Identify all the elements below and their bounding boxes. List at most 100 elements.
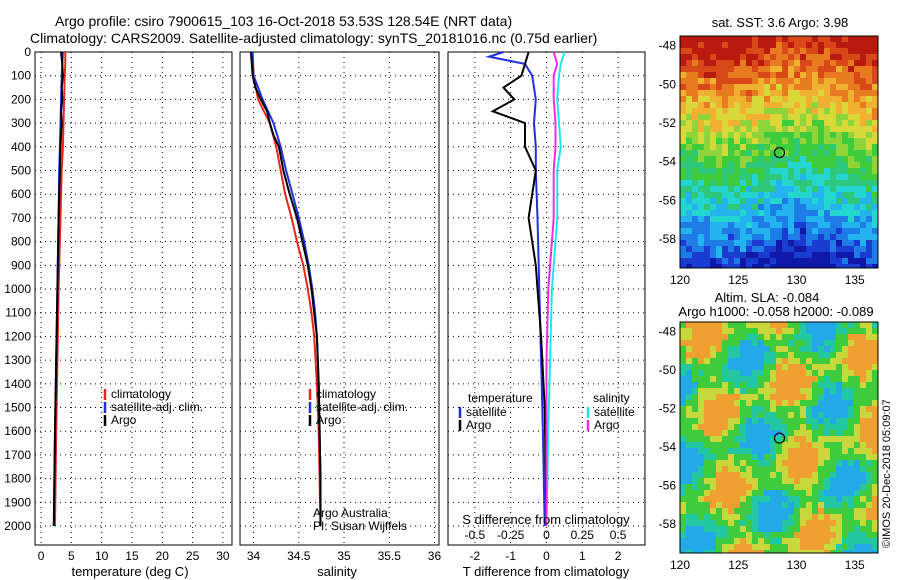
map-cell xyxy=(812,120,818,126)
map-cell xyxy=(830,406,836,412)
sst-map-title: sat. SST: 3.6 Argo: 3.98 xyxy=(712,15,849,30)
map-cell xyxy=(728,484,734,490)
map-cell xyxy=(782,358,788,364)
map-cell xyxy=(692,520,698,526)
map-cell xyxy=(770,484,776,490)
map-cell xyxy=(752,406,758,412)
map-cell xyxy=(770,388,776,394)
map-cell xyxy=(692,156,698,162)
map-cell xyxy=(716,502,722,508)
map-cell xyxy=(764,264,770,268)
map-cell xyxy=(812,370,818,376)
map-cell xyxy=(800,102,806,108)
map-cell xyxy=(806,240,812,246)
map-cell xyxy=(722,252,728,258)
map-cell xyxy=(866,334,872,340)
map-cell xyxy=(866,102,872,108)
map-cell xyxy=(692,222,698,228)
map-cell xyxy=(824,180,830,186)
map-cell xyxy=(806,144,812,150)
map-cell xyxy=(836,478,842,484)
map-cell xyxy=(770,352,776,358)
map-cell xyxy=(758,168,764,174)
map-cell xyxy=(758,490,764,496)
map-cell xyxy=(782,370,788,376)
map-cell xyxy=(680,538,686,544)
map-cell xyxy=(692,454,698,460)
map-cell xyxy=(836,472,842,478)
map-cell xyxy=(740,90,746,96)
map-cell xyxy=(860,460,866,466)
map-cell xyxy=(788,126,794,132)
map-cell xyxy=(866,340,872,346)
map-cell xyxy=(860,412,866,418)
map-cell xyxy=(722,382,728,388)
map-cell xyxy=(830,156,836,162)
map-cell xyxy=(782,96,788,102)
map-cell xyxy=(794,180,800,186)
map-cell xyxy=(758,36,764,42)
map-cell xyxy=(752,210,758,216)
map-cell xyxy=(782,162,788,168)
map-cell xyxy=(842,466,848,472)
map-cell xyxy=(836,526,842,532)
map-cell xyxy=(854,550,860,553)
map-cell xyxy=(722,120,728,126)
map-cell xyxy=(794,150,800,156)
x-top-tick-label: 0.5 xyxy=(610,528,627,542)
map-cell xyxy=(722,430,728,436)
map-cell xyxy=(854,156,860,162)
map-cell xyxy=(842,532,848,538)
map-cell xyxy=(836,376,842,382)
map-cell xyxy=(740,198,746,204)
map-cell xyxy=(692,340,698,346)
map-cell xyxy=(782,502,788,508)
map-cell xyxy=(860,418,866,424)
map-cell xyxy=(758,406,764,412)
map-cell xyxy=(710,204,716,210)
map-cell xyxy=(758,78,764,84)
map-cell xyxy=(818,526,824,532)
x-tick-label: 1 xyxy=(579,549,586,563)
map-cell xyxy=(686,174,692,180)
map-cell xyxy=(710,454,716,460)
map-cell xyxy=(800,108,806,114)
legend-label: climatology xyxy=(316,387,376,401)
map-cell xyxy=(806,550,812,553)
map-cell xyxy=(710,48,716,54)
map-cell xyxy=(788,358,794,364)
map-cell xyxy=(680,120,686,126)
map-cell xyxy=(770,328,776,334)
map-cell xyxy=(812,424,818,430)
map-cell xyxy=(764,538,770,544)
map-cell xyxy=(716,84,722,90)
map-cell xyxy=(830,180,836,186)
map-cell xyxy=(716,42,722,48)
map-cell xyxy=(704,364,710,370)
map-cell xyxy=(686,352,692,358)
map-cell xyxy=(704,394,710,400)
map-cell xyxy=(734,376,740,382)
map-cell xyxy=(818,246,824,252)
map-cell xyxy=(722,180,728,186)
map-cell xyxy=(758,84,764,90)
map-cell xyxy=(716,54,722,60)
map-cell xyxy=(830,322,836,328)
map-cell xyxy=(686,436,692,442)
map-cell xyxy=(794,442,800,448)
map-cell xyxy=(794,60,800,66)
map-cell xyxy=(722,150,728,156)
map-cell xyxy=(848,502,854,508)
map-cell xyxy=(758,328,764,334)
map-cell xyxy=(758,514,764,520)
map-cell xyxy=(716,526,722,532)
map-cell xyxy=(812,502,818,508)
map-cell xyxy=(770,240,776,246)
map-cell xyxy=(692,108,698,114)
map-cell xyxy=(752,334,758,340)
map-cell xyxy=(752,460,758,466)
map-cell xyxy=(848,520,854,526)
map-cell xyxy=(710,84,716,90)
map-cell xyxy=(734,478,740,484)
map-cell xyxy=(866,192,872,198)
